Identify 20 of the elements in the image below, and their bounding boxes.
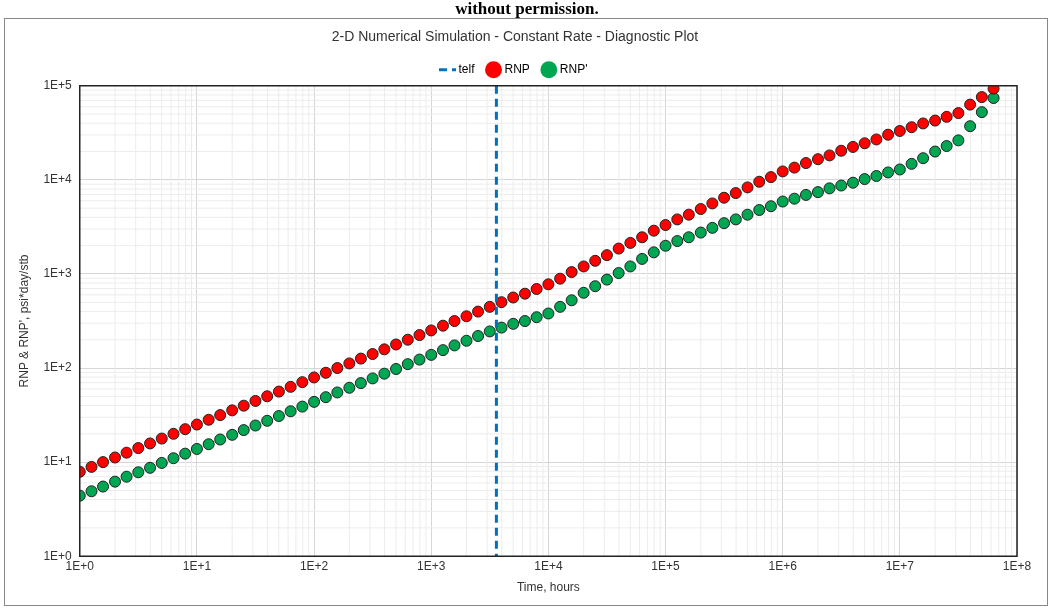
x-tick-label: 1E+8 [1002,558,1032,573]
x-tick-label: 1E+7 [885,558,915,573]
x-axis-title: Time, hours [516,580,580,595]
legend-label: RNP' [559,62,588,77]
y-axis-title: RNP & RNP', psi*day/stb [16,254,31,388]
x-tick-label: 1E+3 [417,558,446,573]
x-tick-label: 1E+1 [182,558,212,573]
y-tick-label: 1E+1 [43,454,73,469]
y-tick-label: 1E+4 [43,172,73,187]
x-tick-label: 1E+6 [768,558,798,573]
legend-label: RNP [504,62,530,77]
x-tick-label: 1E+2 [299,558,329,573]
x-tick-label: 1E+4 [534,558,563,573]
chart-title: 2-D Numerical Simulation - Constant Rate - Diagnostic Plot [331,28,699,45]
x-tick-label: 1E+5 [651,558,681,573]
legend-label: telf [458,62,476,77]
y-tick-label: 1E+5 [43,78,73,93]
y-tick-label: 1E+2 [43,360,73,375]
text: without permission. [454,0,600,18]
y-tick-label: 1E+3 [43,266,73,281]
